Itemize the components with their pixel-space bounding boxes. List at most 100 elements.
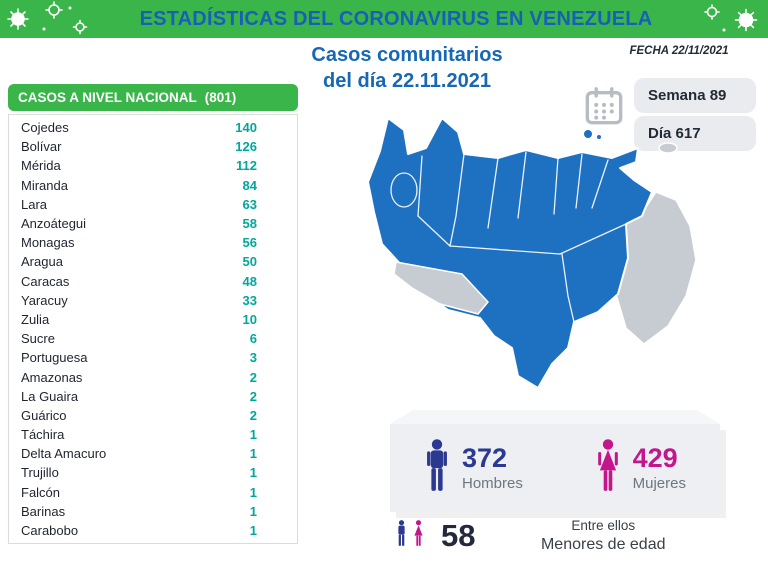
table-row: Mérida 112: [9, 156, 297, 175]
national-cases-table: CASOS A NIVEL NACIONAL (801) Cojedes 140 B…: [8, 84, 298, 545]
state-name: Guárico: [21, 407, 67, 423]
table-header: CASOS A NIVEL NACIONAL (801): [8, 84, 298, 111]
minors-row: 58 Entre ellos Menores de edad: [395, 518, 721, 555]
table-row: Falcón 1: [9, 483, 297, 502]
women-stat: 429 Mujeres: [595, 438, 686, 498]
state-name: Falcón: [21, 484, 61, 500]
calendar-icon: [585, 87, 623, 125]
table-row: Anzoátegui 58: [9, 214, 297, 233]
map-island-small: [595, 133, 603, 141]
state-name: Portuguesa: [21, 350, 88, 366]
map-island-margarita: [582, 128, 594, 140]
subtitle: Casos comunitarios del día 22.11.2021: [282, 42, 532, 94]
table-row: Carabobo 1: [9, 521, 297, 540]
gender-summary-card: 372 Hombres 429 Mujeres: [390, 424, 720, 512]
state-cases: 63: [242, 196, 257, 212]
state-cases: 2: [249, 369, 257, 385]
men-count: 372: [462, 442, 508, 473]
fecha-label: FECHA 22/11/2021: [629, 45, 729, 57]
state-cases: 1: [249, 446, 257, 462]
venezuela-map: [367, 117, 697, 389]
minors-count: 58: [441, 518, 476, 554]
table-row: Sucre 6: [9, 329, 297, 348]
table-row: Lara 63: [9, 195, 297, 214]
table-row: Cojedes 140: [9, 118, 297, 137]
state-name: Barinas: [21, 503, 66, 519]
state-cases: 6: [249, 331, 257, 347]
table-row: Trujillo 1: [9, 463, 297, 482]
virus-decoration-right-icon: [704, 4, 758, 32]
state-name: Delta Amacuro: [21, 446, 107, 462]
table-row: Bolívar 126: [9, 137, 297, 156]
state-name: Yaracuy: [21, 292, 68, 308]
state-cases: 1: [249, 503, 257, 519]
minors-label: Entre ellos Menores de edad: [485, 518, 721, 555]
state-name: Cojedes: [21, 120, 69, 136]
women-label: Mujeres: [632, 474, 686, 492]
table-row: Caracas 48: [9, 272, 297, 291]
state-name: Miranda: [21, 177, 68, 193]
state-name: La Guaira: [21, 388, 79, 404]
male-pictogram-small-icon: [395, 520, 408, 552]
minors-label-line1: Entre ellos: [571, 518, 636, 533]
state-name: Aragua: [21, 254, 63, 270]
female-pictogram-icon: [595, 438, 621, 498]
men-label: Hombres: [462, 474, 523, 492]
women-count: 429: [632, 442, 678, 473]
minors-icons: [395, 520, 425, 552]
table-row: Miranda 84: [9, 176, 297, 195]
state-cases: 1: [249, 465, 257, 481]
table-total: (801): [204, 90, 237, 105]
table-row: Yaracuy 33: [9, 291, 297, 310]
table-row: Guárico 2: [9, 406, 297, 425]
table-row: Portuguesa 3: [9, 348, 297, 367]
state-cases: 1: [249, 523, 257, 539]
state-cases: 84: [242, 177, 257, 193]
state-name: Trujillo: [21, 465, 59, 481]
subtitle-line2: del día 22.11.2021: [323, 70, 491, 92]
day-badge: Día 617: [634, 116, 756, 151]
state-name: Zulia: [21, 311, 50, 327]
state-cases: 1: [249, 484, 257, 500]
table-row: La Guaira 2: [9, 387, 297, 406]
page-title: ESTADÍSTICAS DEL CORONAVIRUS EN VENEZUEL…: [139, 7, 653, 30]
virus-decoration-left-icon: [7, 1, 88, 35]
state-cases: 2: [249, 388, 257, 404]
state-name: Sucre: [21, 331, 55, 347]
subtitle-line1: Casos comunitarios: [311, 44, 503, 66]
header-bar: ESTADÍSTICAS DEL CORONAVIRUS EN VENEZUEL…: [0, 0, 768, 38]
male-pictogram-icon: [424, 438, 450, 498]
map-state-borders: [390, 151, 627, 323]
state-cases: 3: [249, 350, 257, 366]
state-name: Lara: [21, 196, 48, 212]
state-cases: 112: [236, 158, 257, 174]
state-cases: 140: [235, 120, 257, 136]
week-badge: Semana 89: [634, 78, 756, 113]
state-cases: 2: [249, 407, 257, 423]
state-cases: 50: [242, 254, 257, 270]
table-row: Táchira 1: [9, 425, 297, 444]
state-name: Carabobo: [21, 523, 79, 539]
minors-label-line2: Menores de edad: [540, 535, 666, 553]
table-row: Barinas 1: [9, 502, 297, 521]
state-name: Amazonas: [21, 369, 83, 385]
table-title: CASOS A NIVEL NACIONAL: [18, 90, 197, 105]
state-name: Anzoátegui: [21, 216, 87, 232]
state-cases: 33: [242, 292, 257, 308]
state-cases: 48: [242, 273, 257, 289]
state-cases: 126: [235, 139, 257, 155]
state-name: Bolívar: [21, 139, 62, 155]
map-island-gray: [658, 142, 678, 154]
state-name: Monagas: [21, 235, 75, 251]
map-region-mainland: [367, 117, 653, 389]
table-row: Delta Amacuro 1: [9, 444, 297, 463]
state-cases: 56: [242, 235, 257, 251]
national-table-body: Cojedes 140 Bolívar 126 Mérida 112 Miranda 84 La…: [8, 114, 298, 545]
state-cases: 1: [249, 427, 257, 443]
state-cases: 10: [242, 311, 257, 327]
men-stat: 372 Hombres: [424, 438, 523, 498]
state-name: Caracas: [21, 273, 70, 289]
map-region-apure: [393, 261, 489, 315]
table-row: Monagas 56: [9, 233, 297, 252]
